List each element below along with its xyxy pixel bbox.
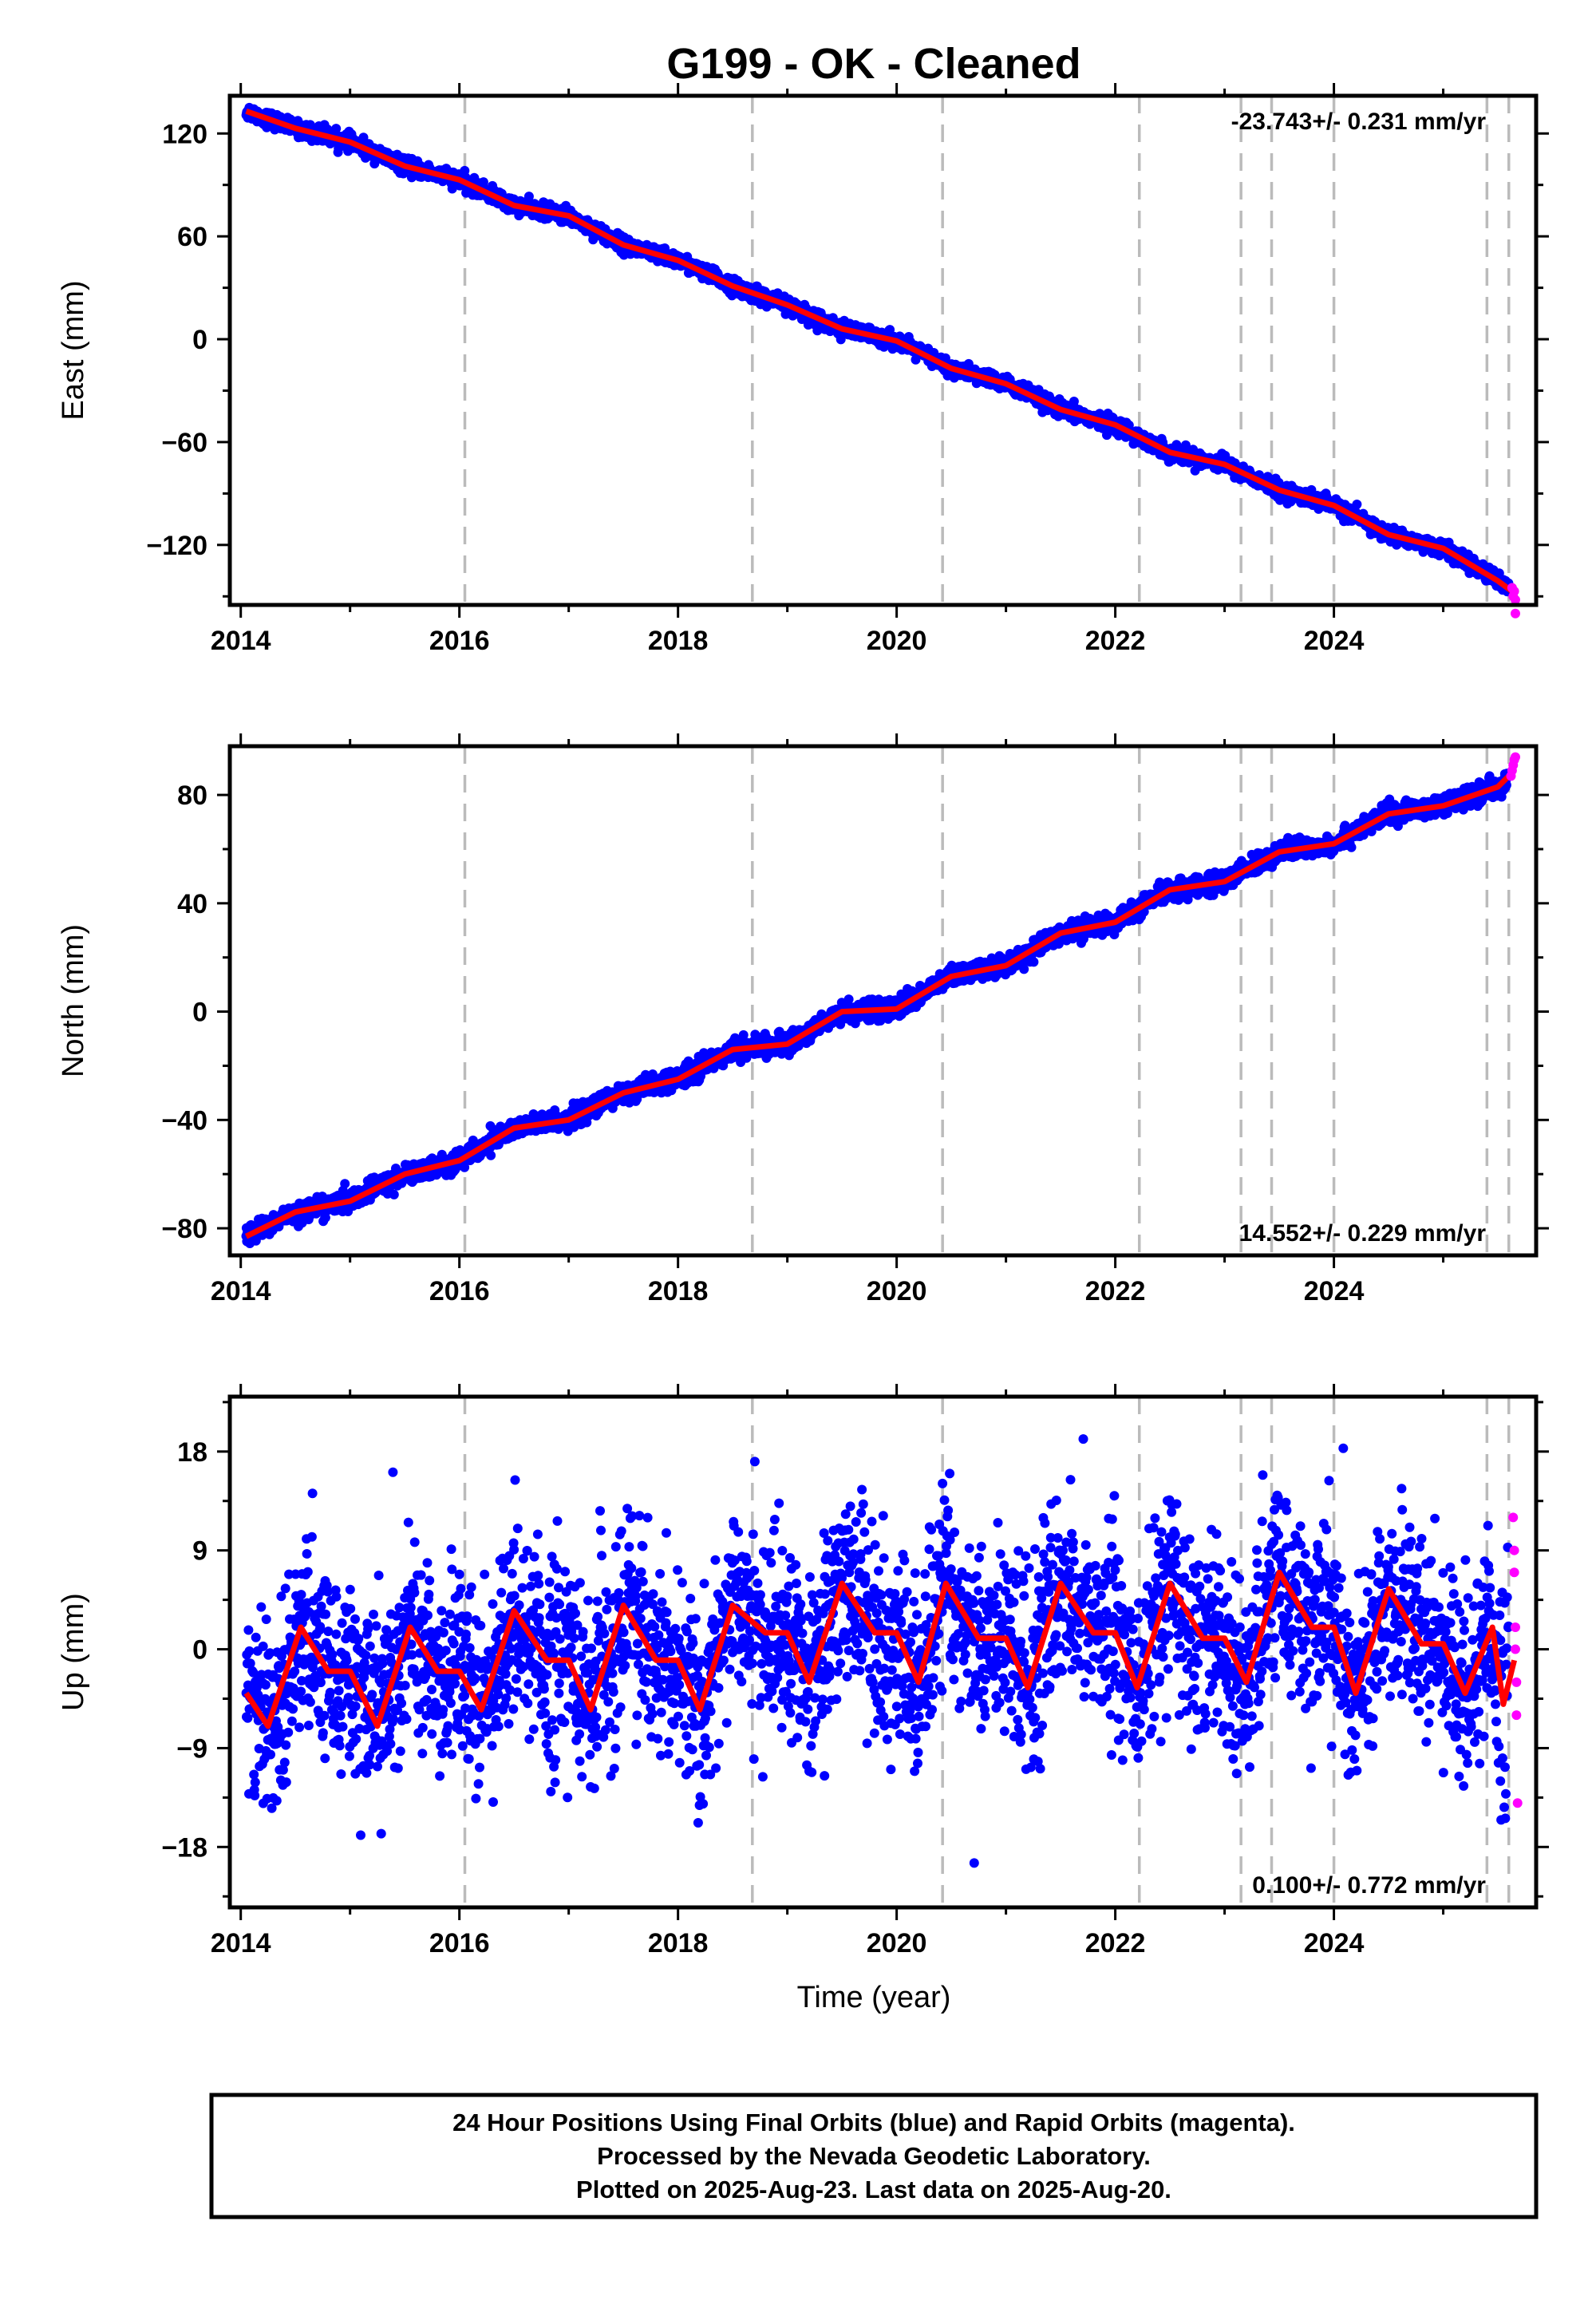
east-ytick-label: −120	[146, 531, 207, 561]
east-xtick-label: 2024	[1304, 626, 1365, 656]
east-ytick-label: −60	[161, 428, 207, 458]
north-point	[320, 1212, 330, 1223]
east-rapid-point	[1510, 595, 1520, 605]
north-point	[389, 1189, 399, 1199]
north-point	[843, 994, 854, 1005]
east-point	[963, 358, 974, 369]
east-point	[478, 177, 488, 188]
north-point	[875, 1016, 886, 1026]
east-rate-label: -23.743+/- 0.231 mm/yr	[1231, 109, 1487, 135]
north-panel: 2014 2016 2018 2020 2022 2024−80−4004080North…	[57, 733, 1549, 1306]
east-ytick-label: 120	[162, 119, 207, 149]
east-frame	[227, 93, 1539, 607]
east-point	[1352, 500, 1362, 509]
east-ylabel: East (mm)	[57, 280, 90, 420]
east-xtick-label: 2022	[1085, 626, 1146, 656]
chart-title: G199 - OK - Cleaned	[666, 40, 1080, 88]
east-rapid-point	[1510, 608, 1520, 619]
east-panel: 2014 2016 2018 2020 2022 2024 −120 −60 0 60 120 Eas…	[57, 83, 1549, 656]
east-xtick-label: 2016	[429, 626, 490, 656]
north-point	[340, 1179, 350, 1189]
east-point	[523, 192, 534, 202]
east-xtick-label: 2014	[211, 626, 271, 656]
east-xtick-label: 2020	[867, 626, 927, 656]
east-fit-line	[245, 108, 1516, 595]
east-ytick-label: 60	[177, 222, 207, 252]
east-rapid-point	[1509, 586, 1519, 596]
north-point	[738, 1030, 749, 1040]
east-ytick-label: 0	[192, 325, 207, 355]
east-final-points	[241, 102, 1514, 597]
east-xtick-label: 2018	[648, 626, 709, 656]
north-point	[486, 1150, 496, 1160]
